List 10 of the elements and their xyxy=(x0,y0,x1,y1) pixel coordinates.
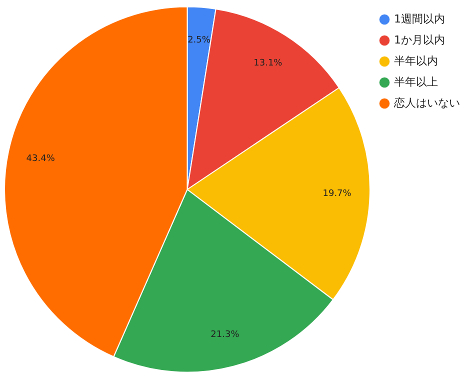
legend-label: 1か月以内 xyxy=(394,33,445,46)
data-label: 2.5% xyxy=(188,35,211,46)
legend-label: 恋人はいない xyxy=(393,96,460,110)
legend-label: 半年以内 xyxy=(394,54,438,68)
data-label: 19.7% xyxy=(322,189,352,200)
data-label: 21.3% xyxy=(210,330,240,340)
data-label: 13.1% xyxy=(254,58,283,69)
legend-label: 1週間以内 xyxy=(394,12,445,26)
data-label: 43.4% xyxy=(26,154,56,164)
legend-label: 半年以上 xyxy=(394,75,438,88)
